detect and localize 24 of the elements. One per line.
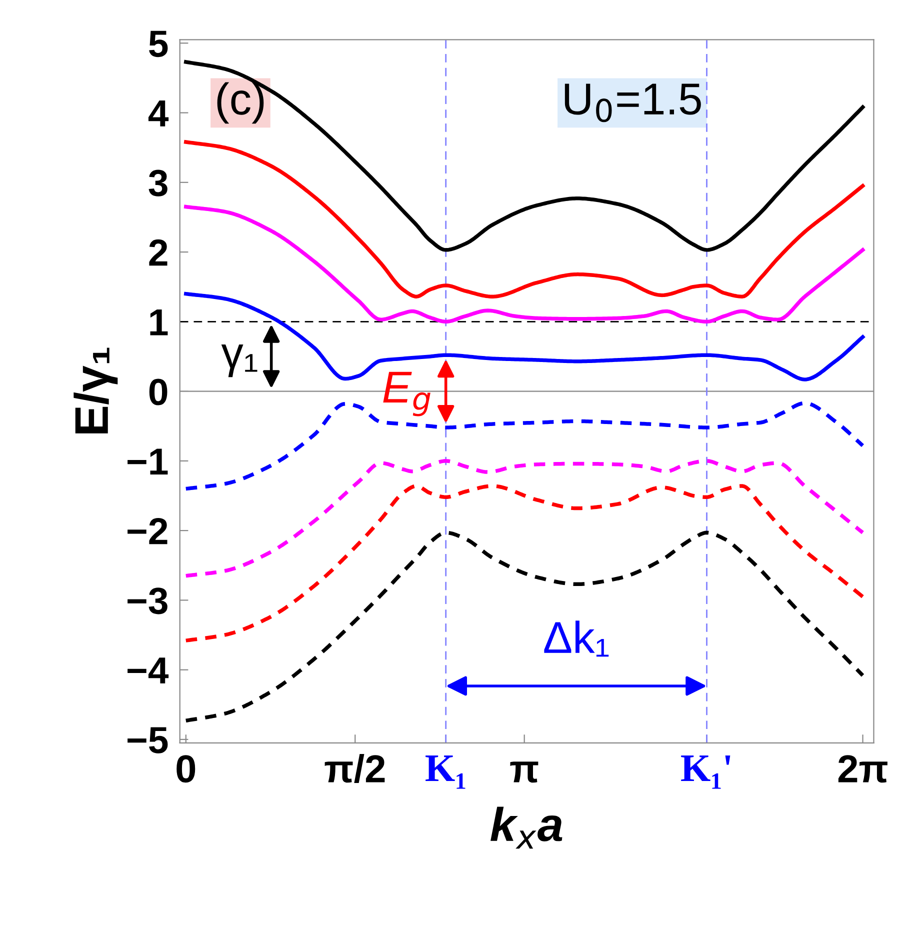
y-tick-label: −3 bbox=[128, 588, 168, 614]
y-tick-label: 3 bbox=[148, 170, 168, 196]
y-tick-label: −4 bbox=[128, 658, 169, 684]
x-tick-label: π bbox=[510, 762, 538, 783]
x-tick-label: 2π bbox=[838, 755, 888, 783]
y-tick-label: −2 bbox=[128, 518, 168, 544]
y-tick-label: 1 bbox=[150, 309, 168, 336]
y-tick-label: 4 bbox=[148, 100, 169, 126]
y-axis-title: E/γ₁ bbox=[74, 348, 118, 434]
annotation: (c) bbox=[217, 82, 264, 124]
annotation: U$_{0}$=1.5 bbox=[564, 84, 701, 122]
x-tick-label: π/2 bbox=[324, 754, 385, 783]
y-tick-label: 5 bbox=[149, 30, 168, 58]
y-tick-label: 0 bbox=[149, 378, 168, 406]
x-tick-label: 0 bbox=[176, 755, 196, 783]
x-axis-title: k$_{x}$a bbox=[490, 806, 562, 849]
x-tick-label: K₁' bbox=[681, 756, 730, 789]
y-tick-label: 2 bbox=[149, 239, 168, 266]
y-tick-label: −5 bbox=[128, 727, 168, 754]
y-tick-label: −1 bbox=[128, 448, 168, 475]
annotation: E$_{g}$ bbox=[383, 372, 430, 416]
annotation: γ₁ bbox=[221, 344, 258, 378]
x-tick-label: K₁ bbox=[426, 756, 466, 789]
annotation: Δk₁ bbox=[544, 620, 609, 657]
